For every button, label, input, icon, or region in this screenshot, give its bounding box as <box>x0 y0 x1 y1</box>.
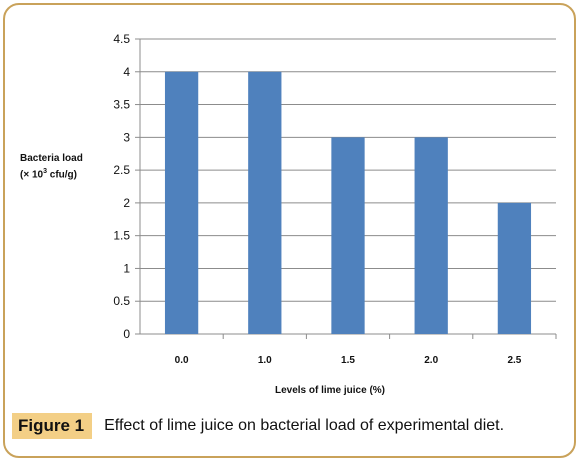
bar <box>164 71 199 335</box>
bar <box>331 137 365 334</box>
bar <box>414 137 448 334</box>
figure-caption: Figure 1 Effect of lime juice on bacteri… <box>12 413 504 439</box>
y-axis-label-line1: Bacteria load <box>20 153 83 164</box>
x-tick-label: 2.0 <box>424 355 438 366</box>
y-axis-label: Bacteria load (× 103 cfu/g) <box>20 152 83 181</box>
y-tick-label: 4 <box>123 65 130 79</box>
y-tick-label: 2.5 <box>113 163 130 177</box>
figure-frame <box>3 3 576 458</box>
x-tick-label: 1.0 <box>258 355 272 366</box>
x-tick-label: 0.0 <box>175 355 189 366</box>
y-tick-label: 3.5 <box>113 98 130 112</box>
y-axis-label-exponent: 3 <box>43 168 47 175</box>
bar <box>248 71 282 335</box>
bar <box>497 202 532 334</box>
bar-chart: 0 0.5 1 1.5 2 2.5 3 3.5 4 4.5 0.0 1.0 1.5 2.0 2.5 <box>113 32 557 366</box>
y-tick-label: 2 <box>123 196 130 210</box>
x-axis-label: Levels of lime juice (%) <box>274 385 386 396</box>
y-tick-label: 0 <box>123 327 130 341</box>
x-tick-label: 2.5 <box>507 355 521 366</box>
y-tick-label: 4.5 <box>113 32 130 46</box>
y-axis-label-prefix: (× 10 <box>20 169 44 181</box>
y-axis-label-suffix: cfu/g) <box>46 169 77 181</box>
figure-caption-text: Effect of lime juice on bacterial load o… <box>104 417 505 434</box>
figure-tag: Figure 1 <box>12 413 93 439</box>
y-tick-label: 1 <box>123 261 130 275</box>
y-tick-label: 1.5 <box>113 229 130 243</box>
y-tick-label: 3 <box>123 130 130 144</box>
y-tick-label: 0.5 <box>113 294 130 308</box>
x-tick-label: 1.5 <box>341 355 355 366</box>
y-axis-label-line2: (× 103 cfu/g) <box>20 165 83 181</box>
